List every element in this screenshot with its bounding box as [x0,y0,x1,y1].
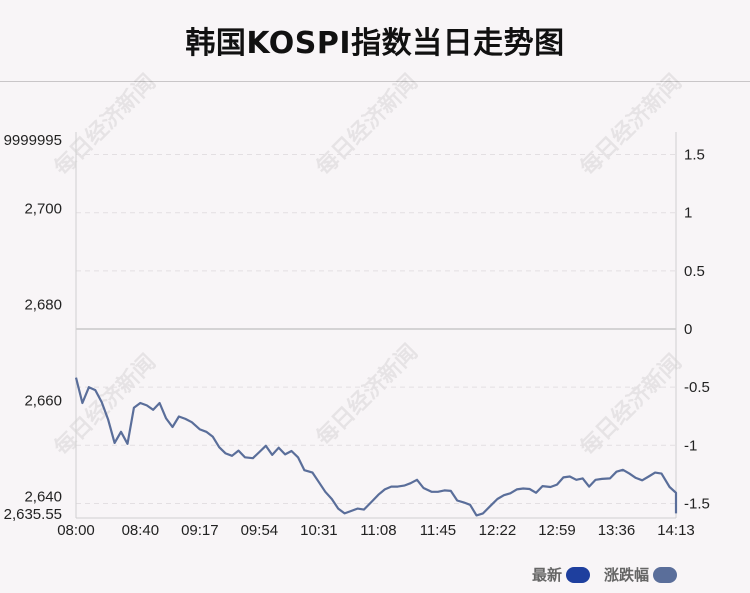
watermark-text: 每日经济新闻 [311,69,423,181]
left-tick-label: 2,680 [24,297,62,314]
right-tick-label: 1.5 [684,147,705,164]
watermark-text: 每日经济新闻 [575,69,687,181]
price-line [74,377,678,517]
x-tick-label: 12:22 [479,522,517,539]
legend-label-change: 涨跌幅 [604,566,650,584]
title-divider [0,81,750,82]
x-tick-label: 09:54 [241,522,279,539]
right-tick-label: 1 [684,205,692,222]
x-tick-label: 08:40 [122,522,160,539]
right-tick-label: -1.5 [684,495,710,512]
legend-item-change[interactable]: 涨跌幅 [604,564,678,585]
x-tick-label: 08:00 [57,522,95,539]
watermark-text: 每日经济新闻 [311,339,423,451]
legend-item-latest[interactable]: 最新 [532,564,591,585]
watermark-text: 每日经济新闻 [575,349,687,461]
x-tick-label: 14:13 [657,522,695,539]
left-tick-label: 9999995 [4,132,62,149]
right-tick-label: 0.5 [684,263,705,280]
watermark-text: 每日经济新闻 [49,69,161,181]
right-axis-labels: 1.5 1 0.5 0 -0.5 -1 -1.5 [684,147,710,513]
legend-label-latest: 最新 [532,566,563,584]
legend: 最新 涨跌幅 [532,564,691,585]
x-tick-label: 10:31 [300,522,338,539]
left-tick-label: 2,640 [24,489,62,506]
right-tick-label: -0.5 [684,379,710,396]
chart-title: 韩国KOSPI指数当日走势图 [185,26,565,61]
x-axis-labels: 08:00 08:40 09:17 09:54 10:31 11:08 11:45 12:22… [57,522,695,539]
right-tick-label: 0 [684,321,692,338]
grid-lines [76,154,676,504]
left-tick-label: 2,660 [24,393,62,410]
legend-swatch-change [653,566,678,583]
left-tick-label: 2,635.55 [4,506,62,523]
x-tick-label: 11:08 [360,522,396,539]
plot-area [74,377,678,517]
x-tick-label: 12:59 [538,522,576,539]
legend-swatch-latest [566,566,591,583]
x-tick-label: 11:45 [420,522,456,539]
axes [75,132,677,519]
left-tick-label: 2,700 [24,201,62,218]
x-tick-label: 09:17 [181,522,219,539]
right-tick-label: -1 [684,437,697,454]
x-tick-label: 13:36 [598,522,636,539]
